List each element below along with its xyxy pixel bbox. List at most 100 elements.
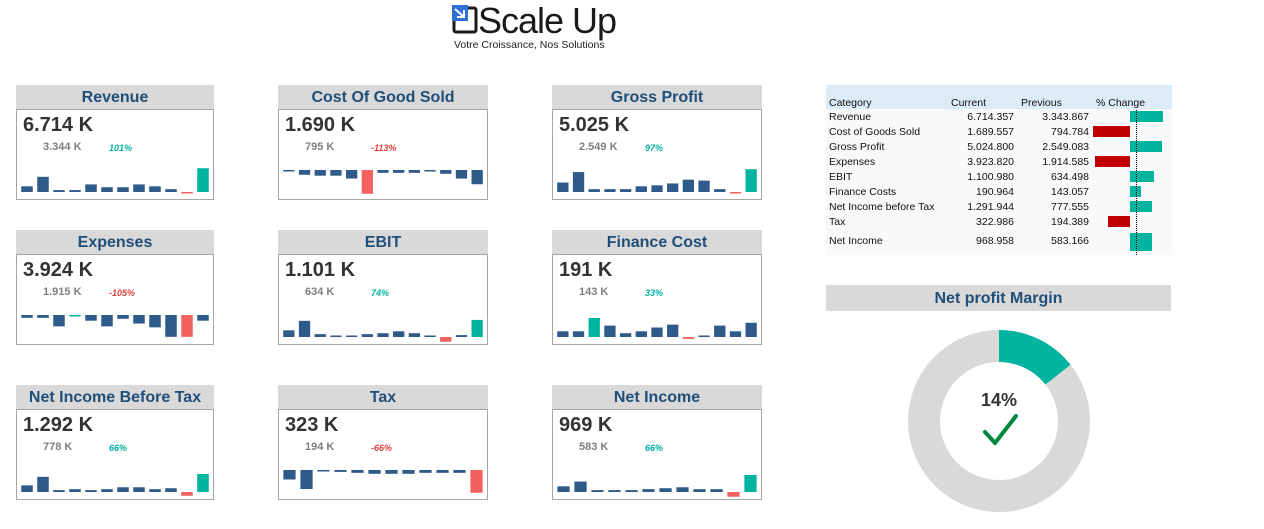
spark-bar <box>604 189 616 192</box>
cell-change-bar <box>1093 109 1172 124</box>
spark-bar <box>744 474 757 492</box>
cell-category: Net Income before Tax <box>829 200 935 213</box>
spark-bar <box>317 470 330 472</box>
spark-bar <box>591 490 604 492</box>
spark-bar <box>453 470 466 473</box>
spark-bar <box>455 335 468 337</box>
table-row: Tax 322.986 194.389 <box>826 214 1172 229</box>
spark-bar <box>133 315 145 324</box>
change-bar <box>1108 216 1130 227</box>
kpi-change-percent: -113% <box>371 143 397 153</box>
kpi-previous-value: 634 K <box>305 286 335 298</box>
change-bar <box>1130 141 1162 152</box>
spark-bar <box>53 490 65 492</box>
spark-bar <box>300 470 313 489</box>
cell-change-bar <box>1093 169 1172 184</box>
kpi-body: 1.292 K 778 K 66% <box>16 409 214 500</box>
spark-bar <box>330 170 342 176</box>
table-row: Finance Costs 190.964 143.057 <box>826 184 1172 199</box>
spark-bar <box>651 327 663 337</box>
kpi-current-value: 323 K <box>285 414 339 436</box>
spark-bar <box>408 333 421 337</box>
cell-current: 968.958 <box>976 235 1014 247</box>
kpi-sparkline <box>557 474 757 497</box>
cell-previous: 194.389 <box>1051 215 1089 228</box>
spark-bar <box>440 337 452 342</box>
kpi-card-revenue: Revenue 6.714 K 3.344 K 101% <box>16 85 214 200</box>
spark-bar <box>572 331 585 337</box>
spark-bar <box>729 331 742 337</box>
cell-change-bar <box>1093 199 1172 214</box>
spark-bar <box>424 170 436 172</box>
spark-bar <box>53 190 65 192</box>
kpi-sparkline <box>21 315 209 337</box>
spark-bar <box>393 331 405 337</box>
net-profit-margin-value: 14% <box>980 390 1018 410</box>
spark-bar <box>101 187 113 192</box>
donut-fill <box>998 330 1071 386</box>
spark-bar <box>377 170 389 173</box>
change-bar <box>1130 233 1152 251</box>
spark-bar <box>368 470 381 474</box>
spark-bar <box>745 322 757 337</box>
spark-bar <box>133 487 145 492</box>
spark-bar <box>698 335 710 337</box>
spark-bar <box>455 170 468 179</box>
spark-bar <box>165 189 177 192</box>
spark-bar <box>440 170 452 174</box>
kpi-current-value: 969 K <box>559 414 613 436</box>
spark-bar <box>345 170 358 179</box>
kpi-change-percent: 97% <box>645 143 664 153</box>
spark-bar <box>314 334 326 337</box>
kpi-title: Revenue <box>16 85 214 109</box>
spark-bar <box>165 488 177 492</box>
spark-bar <box>197 473 209 492</box>
spark-bar <box>608 490 621 492</box>
kpi-change-percent: -66% <box>371 443 393 453</box>
kpi-card-tax: Tax 323 K 194 K -66% <box>278 385 488 500</box>
cell-previous: 777.555 <box>1051 200 1089 213</box>
spark-bar <box>283 330 295 337</box>
cell-previous: 3.343.867 <box>1042 110 1089 123</box>
kpi-sparkline <box>283 319 483 342</box>
spark-bar <box>557 486 570 492</box>
spark-bar <box>21 186 33 192</box>
header-change: % Change <box>1093 85 1172 109</box>
spark-bar <box>698 180 710 192</box>
spark-bar <box>470 470 483 493</box>
spark-bar <box>85 184 97 192</box>
logo-mark-icon <box>452 5 478 34</box>
spark-bar <box>149 186 161 192</box>
kpi-card-gross-profit: Gross Profit 5.025 K 2.549 K 97% <box>552 85 762 200</box>
kpi-body: 3.924 K 1.915 K -105% <box>16 254 214 345</box>
kpi-current-value: 6.714 K <box>23 114 94 136</box>
kpi-title: EBIT <box>278 230 488 254</box>
spark-bar <box>197 315 209 321</box>
cell-category: EBIT <box>829 170 853 183</box>
header-current: Current <box>948 85 1018 109</box>
kpi-previous-value: 795 K <box>305 141 335 153</box>
spark-bar <box>361 170 373 194</box>
cell-change-bar <box>1093 184 1172 199</box>
spark-bar <box>642 489 655 492</box>
cell-change-bar <box>1093 154 1172 169</box>
spark-bar <box>361 334 373 337</box>
kpi-previous-value: 2.549 K <box>579 141 618 153</box>
kpi-title: Finance Cost <box>552 230 762 254</box>
cell-previous: 794.784 <box>1051 125 1089 138</box>
kpi-current-value: 3.924 K <box>23 259 94 281</box>
spark-bar <box>101 489 113 492</box>
cell-previous: 1.914.585 <box>1042 155 1089 168</box>
spark-bar <box>714 189 726 192</box>
spark-bar <box>667 183 679 192</box>
kpi-change-percent: 66% <box>109 443 128 453</box>
spark-bar <box>181 315 193 337</box>
spark-bar <box>729 192 742 194</box>
spark-bar <box>37 176 49 192</box>
kpi-body: 323 K 194 K -66% <box>278 409 488 500</box>
change-bar <box>1095 156 1130 167</box>
kpi-previous-value: 143 K <box>579 286 609 298</box>
cell-previous: 143.057 <box>1051 185 1089 198</box>
cell-category: Finance Costs <box>829 185 897 198</box>
kpi-previous-value: 3.344 K <box>43 141 82 153</box>
